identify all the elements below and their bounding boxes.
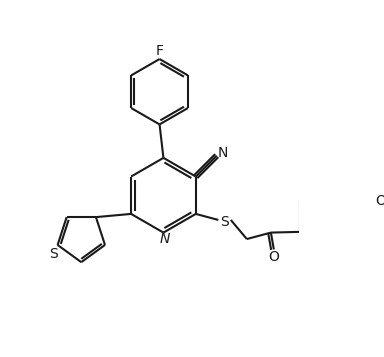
Text: S: S xyxy=(220,215,229,228)
Text: O: O xyxy=(375,194,384,208)
Text: F: F xyxy=(156,44,164,58)
Text: N: N xyxy=(160,232,170,246)
Text: O: O xyxy=(268,250,279,264)
Text: N: N xyxy=(218,146,228,160)
Text: S: S xyxy=(49,247,58,261)
